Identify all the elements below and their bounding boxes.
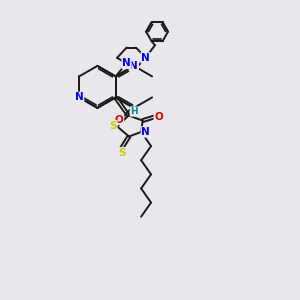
Text: O: O (154, 112, 163, 122)
Text: O: O (115, 115, 124, 124)
Text: H: H (130, 107, 138, 116)
Text: S: S (118, 148, 125, 158)
Text: N: N (141, 53, 150, 63)
Text: S: S (110, 121, 117, 130)
Text: N: N (141, 127, 150, 137)
Text: N: N (75, 92, 84, 102)
Text: N: N (130, 61, 138, 71)
Text: N: N (122, 58, 131, 68)
